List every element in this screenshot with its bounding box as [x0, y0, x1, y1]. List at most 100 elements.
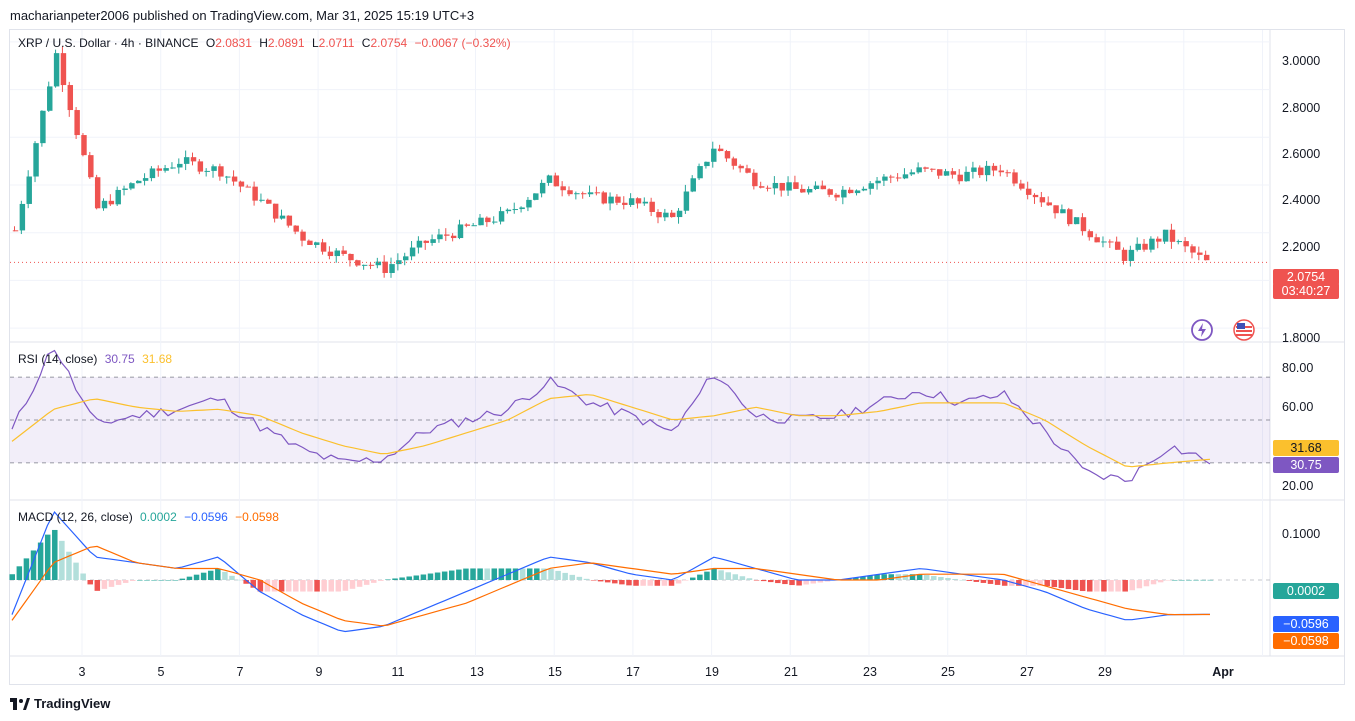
candle-body — [752, 172, 758, 187]
candle-body — [122, 188, 128, 190]
candle-body — [998, 170, 1005, 173]
candle-body — [916, 167, 922, 173]
candle-body — [546, 175, 553, 183]
candle-body — [567, 190, 573, 195]
x-axis-tick: 27 — [1020, 665, 1034, 679]
macd-histogram-bar — [115, 580, 122, 585]
macd-histogram-bar — [633, 580, 639, 586]
candle-body — [594, 192, 601, 194]
rsi-label[interactable]: RSI (14, close) — [18, 352, 98, 366]
macd-histogram-bar — [782, 580, 788, 585]
candle-body — [690, 178, 696, 192]
x-axis-tick: 13 — [470, 665, 484, 679]
macd-histogram-bar — [463, 568, 469, 580]
macd-label[interactable]: MACD (12, 26, close) — [18, 510, 133, 524]
candle-body — [1046, 202, 1052, 206]
macd-histogram-bar — [931, 576, 937, 580]
candle-body — [94, 177, 101, 209]
candle-body — [772, 182, 779, 189]
macd-histogram-bar — [697, 574, 703, 580]
candle-body — [1101, 241, 1107, 243]
candle-body — [464, 224, 471, 226]
macd-histogram-bar — [512, 568, 519, 580]
macd-histogram-bar — [548, 568, 554, 580]
candle-body — [471, 225, 477, 227]
tradingview-logo-icon — [10, 697, 30, 710]
macd-histogram-bar — [363, 580, 370, 585]
candle-body — [991, 165, 998, 171]
rsi-ma-tag: 31.68 — [1273, 440, 1339, 456]
candle-body — [74, 110, 80, 136]
macd-histogram-bar — [739, 576, 746, 580]
candle-body — [813, 185, 820, 190]
macd-histogram-bar — [200, 572, 207, 580]
macd-histogram-bar — [491, 568, 498, 580]
macd-histogram-bar — [229, 575, 235, 580]
candle-body — [259, 199, 265, 201]
candle-body — [601, 192, 607, 204]
candle-body — [47, 86, 53, 111]
macd-histogram-bar — [725, 572, 731, 580]
candle-body — [1156, 238, 1162, 242]
macd-histogram-bar — [1108, 580, 1114, 592]
candle-body — [683, 191, 690, 211]
macd-histogram-bar — [853, 577, 859, 580]
symbol-title[interactable]: XRP / U.S. Dollar · 4h · BINANCE — [18, 36, 199, 50]
macd-histogram-bar — [1172, 579, 1178, 581]
macd-histogram-bar — [130, 580, 136, 581]
macd-histogram-bar — [604, 580, 611, 583]
macd-histogram-bar — [619, 580, 625, 585]
candle-body — [40, 110, 46, 144]
macd-histogram-bar — [406, 576, 412, 580]
macd-histogram-bar — [626, 580, 632, 586]
candle-body — [1114, 241, 1121, 250]
macd-histogram-bar — [427, 573, 434, 580]
macd-value: −0.0596 — [184, 510, 228, 524]
macd-histogram-bar — [526, 568, 533, 580]
us-flag-icon[interactable] — [1232, 318, 1256, 342]
candle-body — [895, 177, 902, 179]
macd-histogram-bar — [484, 568, 490, 580]
candle-body — [1162, 229, 1169, 242]
macd-histogram-bar — [293, 580, 299, 592]
candle-body — [327, 251, 334, 257]
macd-histogram-bar — [1200, 579, 1206, 581]
candle-body — [403, 256, 409, 261]
macd-histogram-bar — [378, 580, 384, 581]
candle-body — [108, 200, 115, 205]
candle-body — [806, 189, 813, 193]
candle-body — [1053, 205, 1059, 214]
tradingview-brand[interactable]: TradingView — [10, 696, 110, 711]
macd-histogram-bar — [711, 568, 717, 580]
x-axis-tick: 5 — [157, 665, 165, 679]
candle-body — [1135, 243, 1141, 250]
candle-body — [909, 172, 916, 175]
macd-histogram-bar — [108, 580, 115, 587]
macd-histogram-bar — [449, 570, 455, 580]
macd-histogram-bar — [1164, 580, 1171, 581]
x-axis-tick: 21 — [784, 665, 798, 679]
candle-body — [930, 168, 936, 170]
macd-histogram-bar — [1094, 580, 1100, 592]
candle-body — [834, 194, 840, 198]
candle-body — [587, 192, 594, 195]
candle-body — [266, 199, 272, 204]
bar-countdown: 03:40:27 — [1273, 283, 1339, 299]
macd-histogram-bar — [938, 576, 944, 580]
macd-histogram-bar — [874, 574, 880, 580]
macd-histogram-bar — [314, 580, 320, 592]
lightning-icon[interactable] — [1190, 318, 1214, 342]
candle-body — [882, 176, 888, 181]
candle-body — [519, 207, 525, 210]
macd-histogram-bar — [9, 574, 15, 580]
candle-body — [1121, 249, 1128, 261]
macd-histogram-bar — [718, 570, 724, 580]
candle-body — [1190, 246, 1196, 253]
macd-histogram-bar — [1058, 580, 1065, 589]
x-axis-tick: 3 — [78, 665, 86, 679]
macd-histogram-bar — [987, 580, 994, 584]
macd-histogram-bar — [80, 573, 86, 580]
macd-histogram-bar — [356, 580, 363, 587]
candle-body — [868, 183, 874, 189]
